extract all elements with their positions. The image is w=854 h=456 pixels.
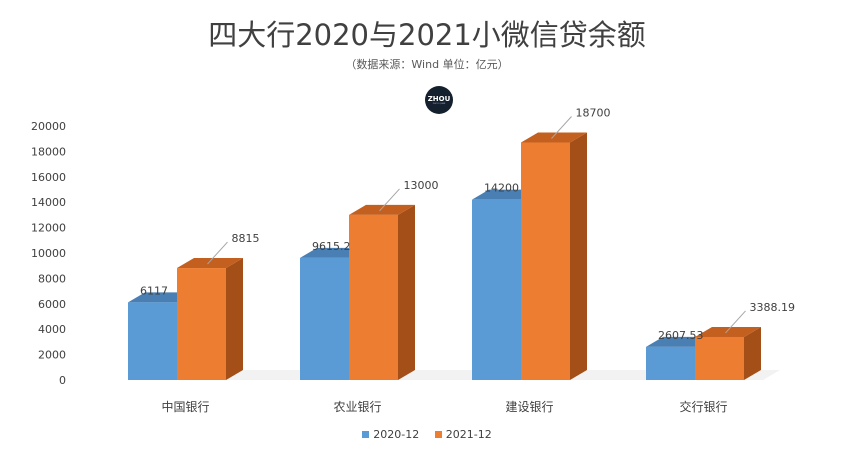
data-label-2021-0: 8815 bbox=[232, 232, 260, 245]
bar-side-2021-12-2 bbox=[570, 132, 587, 380]
bar-2020-12-3 bbox=[646, 346, 695, 380]
bar-2020-12-2 bbox=[472, 199, 521, 380]
data-label-2021-1: 13000 bbox=[404, 179, 439, 192]
legend-label-2020: 2020-12 bbox=[373, 428, 420, 441]
chart-legend: 2020-12 2021-12 bbox=[0, 428, 854, 441]
bar-side-2021-12-1 bbox=[398, 204, 415, 380]
bar-side-2021-12-3 bbox=[744, 326, 761, 380]
data-label-2021-3: 3388.19 bbox=[750, 301, 796, 314]
bar-side-2021-12-0 bbox=[226, 258, 243, 380]
data-label-2020-3: 2607.53 bbox=[658, 329, 704, 342]
bar-2021-12-0 bbox=[177, 268, 226, 380]
category-label-0: 中国银行 bbox=[161, 399, 209, 414]
leader-line-2021-1 bbox=[379, 188, 400, 212]
data-label-2020-2: 14200 bbox=[484, 182, 519, 195]
y-tick-label: 12000 bbox=[31, 222, 66, 235]
data-label-2020-0: 6117 bbox=[140, 284, 168, 297]
chart-floor bbox=[128, 370, 780, 380]
brand-logo: ZHOU ZHOU QUAN bbox=[425, 86, 453, 114]
chart-title: 四大行2020与2021小微信贷余额 bbox=[208, 18, 646, 52]
y-tick-label: 14000 bbox=[31, 196, 66, 209]
data-label-2021-2: 18700 bbox=[576, 107, 611, 120]
chart-subtitle: （数据来源：Wind 单位：亿元） bbox=[345, 58, 509, 71]
legend-item-2021: 2021-12 bbox=[434, 428, 492, 441]
brand-logo-subtext: ZHOU QUAN bbox=[432, 102, 446, 105]
bar-top-2021-12-0 bbox=[177, 258, 243, 269]
category-label-1: 农业银行 bbox=[333, 400, 381, 414]
bar-top-2021-12-1 bbox=[349, 204, 415, 215]
bar-top-2021-12-3 bbox=[695, 326, 761, 337]
leader-line-2021-3 bbox=[725, 310, 746, 334]
category-label-2: 建设银行 bbox=[505, 400, 553, 414]
y-tick-label: 18000 bbox=[31, 145, 66, 158]
y-tick-label: 8000 bbox=[38, 272, 66, 285]
y-tick-label: 2000 bbox=[38, 349, 66, 362]
y-tick-label: 0 bbox=[59, 374, 66, 387]
category-label-3: 交行银行 bbox=[679, 399, 727, 414]
data-label-2020-1: 9615.2 bbox=[312, 240, 351, 253]
bar-2021-12-3 bbox=[695, 336, 744, 380]
legend-swatch-2020 bbox=[362, 431, 370, 438]
y-tick-label: 6000 bbox=[38, 298, 66, 311]
y-tick-label: 20000 bbox=[31, 120, 66, 133]
leader-line-2021-0 bbox=[207, 241, 228, 265]
bar-top-2021-12-2 bbox=[521, 132, 587, 143]
bar-2020-12-1 bbox=[300, 257, 349, 380]
legend-label-2021: 2021-12 bbox=[445, 428, 492, 441]
brand-logo-text: ZHOU bbox=[427, 94, 451, 103]
legend-swatch-2021 bbox=[434, 431, 442, 438]
bar-2021-12-2 bbox=[521, 142, 570, 380]
leader-line-2021-2 bbox=[551, 116, 572, 139]
y-tick-label: 4000 bbox=[38, 323, 66, 336]
y-tick-label: 16000 bbox=[31, 171, 66, 184]
bar-2021-12-1 bbox=[349, 214, 398, 380]
bar-2020-12-0 bbox=[128, 302, 177, 380]
legend-item-2020: 2020-12 bbox=[362, 428, 419, 441]
y-tick-label: 10000 bbox=[31, 247, 66, 260]
